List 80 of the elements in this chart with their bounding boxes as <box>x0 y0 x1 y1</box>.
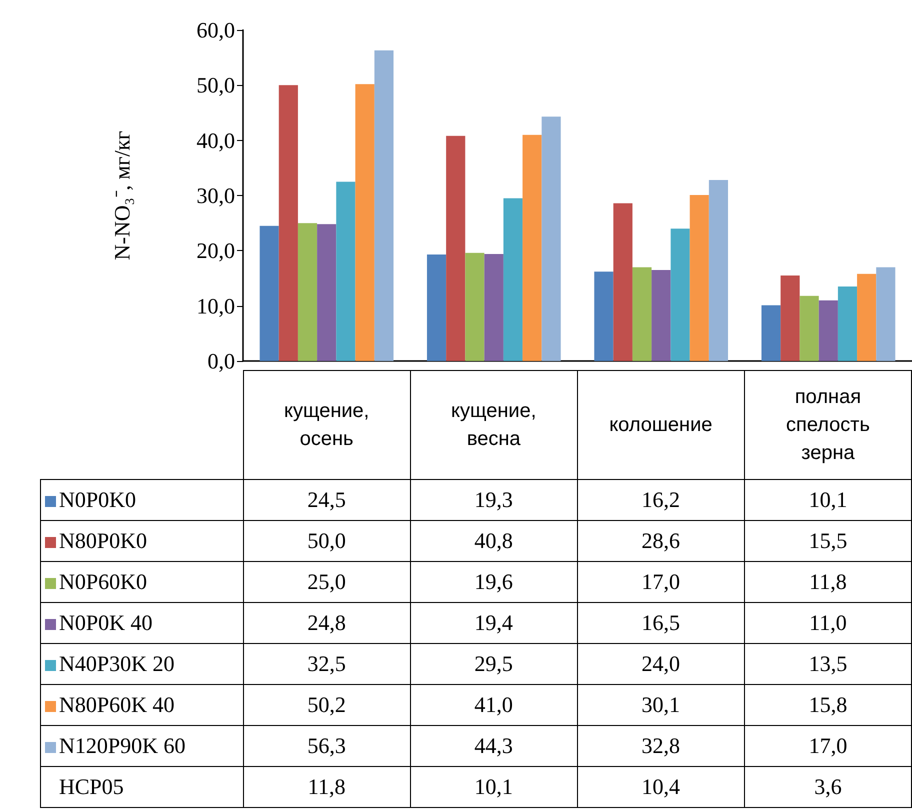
data-label: 29,5 <box>410 644 578 684</box>
bar <box>426 254 446 361</box>
legend-label: N80P60K 40 <box>40 684 244 726</box>
data-label: 28,6 <box>577 520 744 562</box>
y-tick-label: 40,0 <box>196 128 235 153</box>
data-label: 50,0 <box>243 520 410 562</box>
x-tick-label: колошение <box>577 370 744 480</box>
data-label: 24,0 <box>577 644 744 684</box>
data-label: 19,6 <box>410 562 578 602</box>
bar <box>670 228 690 361</box>
data-label: 24,8 <box>243 602 410 644</box>
data-label: 32,8 <box>577 726 744 766</box>
bar <box>594 272 614 361</box>
bar <box>857 274 876 361</box>
bar <box>298 223 318 361</box>
bar <box>484 254 504 361</box>
data-label: 41,0 <box>410 684 578 726</box>
data-label: 32,5 <box>243 644 410 684</box>
text: 11,8 <box>243 766 410 808</box>
y-tick-label: 30,0 <box>196 183 235 208</box>
legend-label: N0P0K0 <box>40 480 244 520</box>
data-label: 11,8 <box>744 562 912 602</box>
data-label: 25,0 <box>243 562 410 602</box>
bar <box>522 134 542 361</box>
y-tick-label: 60,0 <box>196 18 235 42</box>
x-tick-label: полная спелость зерна <box>744 370 912 480</box>
legend-label: N0P0K 40 <box>40 602 244 644</box>
bar <box>465 252 484 361</box>
bar <box>542 116 561 361</box>
bar <box>317 224 336 361</box>
data-label: 13,5 <box>744 644 912 684</box>
x-tick-label: кущение, осень <box>243 370 410 480</box>
data-label: 15,5 <box>744 520 912 562</box>
data-label: 17,0 <box>577 562 744 602</box>
data-label: 11,0 <box>744 602 912 644</box>
bar <box>708 180 728 361</box>
bar <box>336 182 356 361</box>
data-label: 40,8 <box>410 520 578 562</box>
bar <box>374 50 394 361</box>
bar <box>613 203 632 361</box>
legend-label: N40P30K 20 <box>40 644 244 684</box>
y-axis-title: N-NO₃⁻, мг/кг <box>110 130 134 260</box>
legend-label: N120P90K 60 <box>40 726 244 766</box>
bar <box>838 286 858 361</box>
text: 10,4 <box>577 766 744 808</box>
bar <box>690 194 709 361</box>
bar <box>876 267 896 361</box>
data-label: 24,5 <box>243 480 410 520</box>
bar <box>800 296 819 361</box>
bar <box>260 226 279 361</box>
data-label: 30,1 <box>577 684 744 726</box>
data-label: 17,0 <box>744 726 912 766</box>
bar <box>761 305 781 361</box>
y-tick-label: 50,0 <box>196 72 235 98</box>
text: НСР05 <box>40 766 244 808</box>
text: 10,1 <box>410 766 578 808</box>
bar <box>780 275 800 361</box>
bar <box>446 136 466 361</box>
data-label: 16,2 <box>577 480 744 520</box>
legend-label: N0P60K0 <box>40 562 244 602</box>
bar <box>355 84 374 361</box>
data-label: 56,3 <box>243 726 410 766</box>
x-tick-label: кущение, весна <box>410 370 578 480</box>
data-label: 10,1 <box>744 480 912 520</box>
y-tick-label: 20,0 <box>196 238 235 264</box>
data-label: 19,3 <box>410 480 578 520</box>
bar <box>503 198 523 361</box>
bar <box>652 270 671 361</box>
bar <box>818 300 838 361</box>
text: 3,6 <box>744 766 912 808</box>
data-label: 44,3 <box>410 726 578 766</box>
data-label: 16,5 <box>577 602 744 644</box>
data-label: 15,8 <box>744 684 912 726</box>
bar <box>632 267 652 361</box>
legend-label: N80P0K0 <box>40 520 244 562</box>
data-label: 50,2 <box>243 684 410 726</box>
y-tick-label: 10,0 <box>196 293 235 318</box>
bar <box>278 85 298 361</box>
data-label: 19,4 <box>410 602 578 644</box>
y-tick-label: 0,0 <box>208 348 235 374</box>
